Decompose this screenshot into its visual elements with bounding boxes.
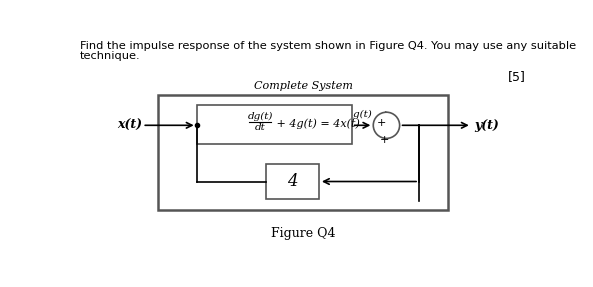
Text: technique.: technique. bbox=[79, 51, 140, 61]
Text: g(t)   +: g(t) + bbox=[353, 110, 390, 119]
Text: 4: 4 bbox=[288, 173, 298, 190]
Text: dg(t): dg(t) bbox=[247, 112, 273, 121]
Text: Find the impulse response of the system shown in Figure Q4. You may use any suit: Find the impulse response of the system … bbox=[79, 40, 576, 51]
Text: +: + bbox=[377, 118, 387, 128]
Circle shape bbox=[373, 112, 400, 138]
Text: x(t): x(t) bbox=[117, 119, 142, 132]
Text: + 4g(t) = 4x(t): + 4g(t) = 4x(t) bbox=[273, 119, 359, 129]
Text: y(t): y(t) bbox=[474, 119, 499, 132]
Bar bbox=[158, 94, 448, 210]
Bar bbox=[196, 105, 352, 144]
Text: +: + bbox=[380, 135, 389, 145]
Text: Complete System: Complete System bbox=[254, 82, 353, 92]
Text: Figure Q4: Figure Q4 bbox=[271, 227, 336, 240]
Bar bbox=[266, 164, 319, 199]
Text: dt: dt bbox=[255, 123, 266, 132]
Text: [5]: [5] bbox=[508, 70, 526, 83]
